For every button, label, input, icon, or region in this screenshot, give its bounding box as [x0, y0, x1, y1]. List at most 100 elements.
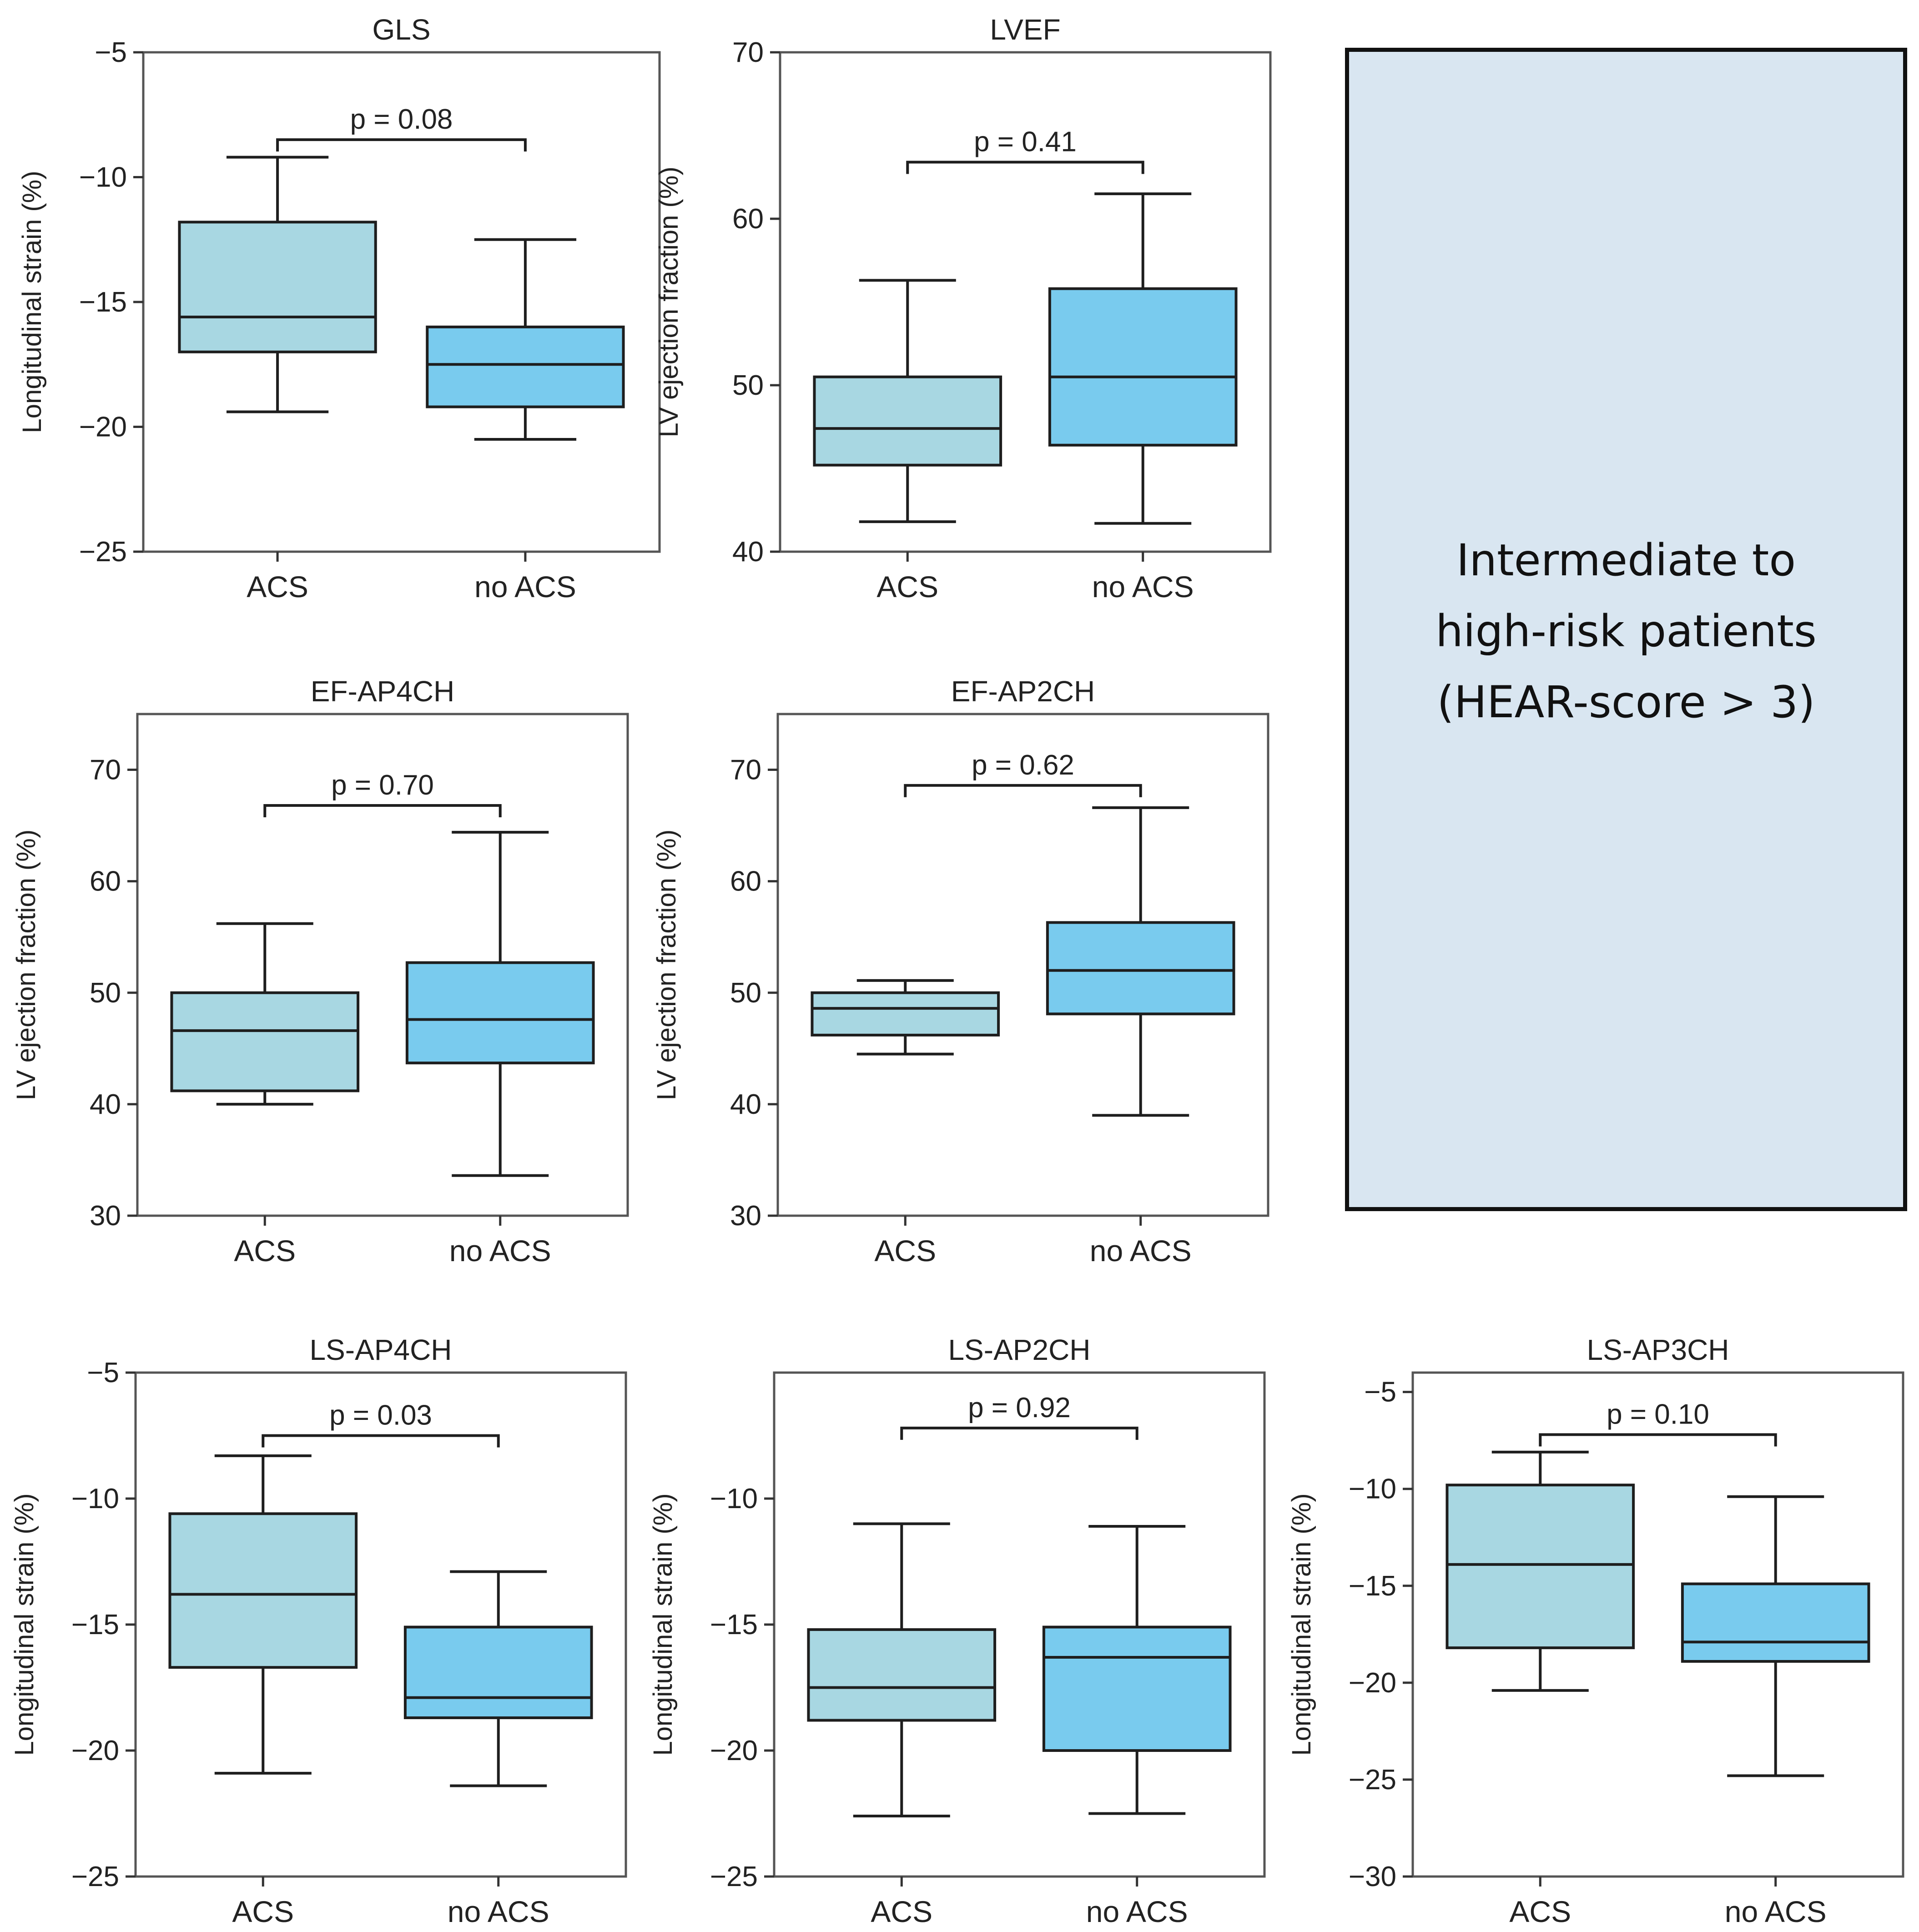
box-no-acs [403, 1570, 593, 1787]
iqr-box [1446, 1484, 1635, 1650]
plot-frame [1411, 1371, 1904, 1878]
significance-bracket [906, 161, 1144, 174]
x-category-label: ACS [234, 1234, 296, 1268]
x-category-label: no ACS [448, 1895, 549, 1928]
p-value-label: p = 0.10 [1607, 1399, 1709, 1430]
iqr-box [1046, 921, 1235, 1016]
y-tick-label: 40 [90, 1089, 121, 1120]
y-tick-label: −10 [71, 1483, 119, 1514]
risk-group-panel: Intermediate to high-risk patients (HEAR… [1345, 48, 1907, 1211]
box-acs [178, 156, 377, 413]
p-value-label: p = 0.92 [968, 1392, 1071, 1424]
iqr-box [807, 1628, 997, 1722]
box-no-acs [1681, 1495, 1870, 1777]
y-tick-label: 70 [730, 755, 761, 786]
x-category-label: ACS [874, 1234, 936, 1268]
box-no-acs [426, 238, 625, 441]
box-acs [813, 279, 1002, 523]
plot-frame [779, 51, 1272, 553]
box-acs [807, 1522, 997, 1818]
y-tick-label: 50 [732, 370, 764, 401]
box-no-acs [1042, 1524, 1232, 1815]
plot-title: EF-AP2CH [951, 675, 1095, 708]
p-value-label: p = 0.62 [972, 750, 1074, 781]
plot-title: LS-AP2CH [948, 1333, 1091, 1366]
y-axis-label: LV ejection fraction (%) [652, 830, 681, 1100]
panel-ef-ap2ch: EF-AP2CH 70 60 50 40 30 LV ejection fraction (… [652, 675, 1269, 1268]
box-acs [170, 922, 360, 1106]
p-value-label: p = 0.08 [350, 104, 453, 135]
significance-bracket [904, 784, 1142, 797]
x-category-label: ACS [876, 570, 938, 604]
y-tick-label: 30 [730, 1200, 761, 1232]
x-category-label: ACS [232, 1895, 294, 1928]
x-category-label: ACS [1509, 1895, 1571, 1928]
y-tick-label: −25 [710, 1861, 758, 1892]
plot-frame [136, 713, 629, 1217]
y-tick-label: −30 [1349, 1861, 1396, 1892]
y-tick-label: 60 [732, 203, 764, 235]
plot-frame [776, 713, 1269, 1217]
x-category-label: no ACS [1725, 1895, 1827, 1928]
plot-title: LS-AP3CH [1587, 1333, 1729, 1366]
box-no-acs [1048, 192, 1238, 525]
y-tick-label: −10 [1349, 1474, 1396, 1505]
significance-bracket [900, 1426, 1138, 1440]
box-acs [811, 979, 1000, 1056]
y-tick-label: 50 [730, 977, 761, 1009]
y-tick-label: −20 [1349, 1667, 1396, 1699]
iqr-box [178, 221, 377, 353]
iqr-box [426, 325, 625, 408]
y-tick-label: −10 [79, 162, 127, 193]
y-tick-label: −20 [71, 1735, 119, 1766]
y-tick-label: −15 [79, 287, 127, 318]
y-tick-label: −5 [87, 1357, 119, 1389]
significance-bracket [262, 1434, 500, 1448]
iqr-box [403, 1625, 593, 1719]
x-category-label: no ACS [449, 1234, 551, 1268]
y-axis-label: Longitudinal strain (%) [1287, 1493, 1316, 1756]
y-tick-label: −10 [710, 1483, 758, 1514]
x-category-label: no ACS [1090, 1234, 1192, 1268]
box-no-acs [405, 830, 595, 1177]
panel-ls-ap4ch: LS-AP4CH −5 −10 −15 −20 −25 Longitudinal strai… [10, 1333, 627, 1928]
y-tick-label: 30 [90, 1200, 121, 1232]
iqr-box [1681, 1582, 1870, 1663]
plot-title: EF-AP4CH [311, 675, 455, 708]
x-category-label: ACS [247, 570, 308, 604]
significance-bracket [263, 804, 502, 817]
y-axis-label: LV ejection fraction (%) [11, 830, 41, 1100]
y-tick-label: −5 [95, 37, 127, 68]
y-tick-label: 40 [732, 536, 764, 568]
iqr-box [168, 1512, 358, 1669]
box-no-acs [1046, 806, 1235, 1117]
y-tick-label: 40 [730, 1089, 761, 1120]
plot-frame [773, 1371, 1266, 1878]
y-tick-label: 60 [730, 866, 761, 897]
plot-title: LVEF [990, 13, 1060, 46]
x-category-label: no ACS [1092, 570, 1194, 604]
panel-ls-ap2ch: LS-AP2CH −10 −15 −20 −25 Longitudinal strain … [648, 1333, 1266, 1928]
x-category-label: no ACS [1086, 1895, 1188, 1928]
iqr-box [170, 991, 360, 1092]
significance-bracket [276, 138, 527, 152]
risk-group-label: Intermediate to high-risk patients (HEAR… [1435, 535, 1817, 728]
x-category-label: no ACS [474, 570, 576, 604]
y-tick-label: 70 [90, 755, 121, 786]
box-acs [1446, 1450, 1635, 1692]
p-value-label: p = 0.03 [329, 1400, 432, 1431]
y-tick-label: −15 [71, 1609, 119, 1640]
panel-ls-ap3ch: LS-AP3CH −5 −10 −15 −20 −25 −30 Longitudinal st… [1287, 1333, 1904, 1928]
y-axis-label: LV ejection fraction (%) [654, 166, 684, 437]
y-tick-label: −25 [1349, 1764, 1396, 1796]
y-tick-label: −25 [79, 536, 127, 568]
y-tick-label: 60 [90, 866, 121, 897]
panel-lvef: LVEF 70 60 50 40 LV ejection fraction (%) ACS n… [654, 13, 1272, 604]
y-tick-label: −25 [71, 1861, 119, 1892]
y-tick-label: −20 [79, 412, 127, 443]
y-tick-label: −5 [1364, 1377, 1396, 1408]
panel-gls: GLS −5 −10 −15 −20 −25 Longitudinal strain (%)… [17, 13, 661, 604]
p-value-label: p = 0.41 [974, 126, 1077, 158]
y-tick-label: −15 [1349, 1570, 1396, 1602]
